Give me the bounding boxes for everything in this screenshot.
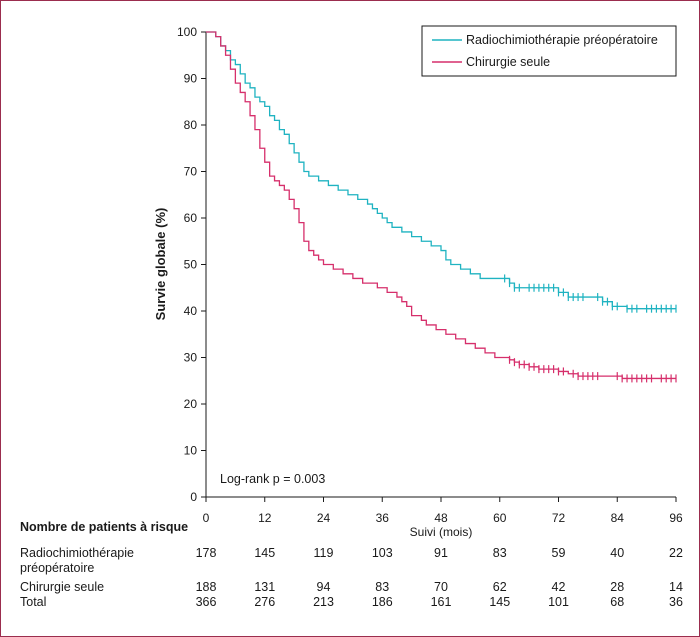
y-tick-label: 70: [184, 165, 198, 179]
risk-row-label-1: Chirurgie seule: [20, 580, 104, 594]
x-tick-label: 60: [493, 511, 507, 525]
risk-value: 62: [493, 580, 507, 594]
risk-value: 83: [375, 580, 389, 594]
risk-value: 103: [372, 546, 393, 560]
x-tick-label: 84: [611, 511, 625, 525]
risk-table: Nombre de patients à risque Radiochimiot…: [20, 520, 683, 609]
y-tick-label: 60: [184, 211, 198, 225]
risk-value: 42: [552, 580, 566, 594]
x-tick-label: 48: [434, 511, 448, 525]
x-axis-title: Suivi (mois): [410, 525, 473, 539]
y-tick-label: 0: [190, 490, 197, 504]
risk-value: 91: [434, 546, 448, 560]
survival-curve-1: [206, 31, 676, 380]
legend-label-1: Chirurgie seule: [466, 55, 550, 69]
x-tick-label: 24: [317, 511, 331, 525]
x-tick-label: 96: [669, 511, 683, 525]
y-tick-label: 100: [177, 25, 197, 39]
survival-curve-0: [206, 31, 676, 310]
risk-value: 70: [434, 580, 448, 594]
axes: 0 10 20 30 40 50 60 70 80 90 100 0 12 24 36 48 60 72 84 96: [177, 25, 683, 525]
risk-value: 36: [669, 595, 683, 609]
risk-value: 14: [669, 580, 683, 594]
risk-value: 83: [493, 546, 507, 560]
legend-label-0: Radiochimiothérapie préopératoire: [466, 33, 658, 47]
risk-value: 40: [610, 546, 624, 560]
x-tick-label: 12: [258, 511, 272, 525]
risk-value: 131: [254, 580, 275, 594]
x-tick-label: 36: [376, 511, 390, 525]
x-tick-label: 0: [203, 511, 210, 525]
risk-value: 213: [313, 595, 334, 609]
risk-value: 28: [610, 580, 624, 594]
legend-box: [421, 25, 677, 77]
risk-value: 161: [431, 595, 452, 609]
risk-value: 101: [548, 595, 569, 609]
logrank-annotation: Log-rank p = 0.003: [220, 472, 325, 486]
y-tick-label: 30: [184, 351, 198, 365]
y-tick-label: 10: [184, 444, 198, 458]
risk-row-label-0b: préopératoire: [20, 561, 94, 575]
curves: [206, 31, 677, 383]
y-tick-label: 40: [184, 304, 198, 318]
risk-value: 276: [254, 595, 275, 609]
y-tick-label: 50: [184, 258, 198, 272]
y-tick-label: 90: [184, 72, 198, 86]
risk-value: 68: [610, 595, 624, 609]
risk-row-label-2: Total: [20, 595, 46, 609]
x-tick-label: 72: [552, 511, 566, 525]
legend: Radiochimiothérapie préopératoire Chirur…: [421, 25, 677, 77]
risk-value: 119: [314, 546, 334, 560]
y-tick-label: 80: [184, 118, 198, 132]
y-axis-title: Survie globale (%): [153, 208, 168, 321]
risk-value: 366: [196, 595, 217, 609]
risk-value: 186: [372, 595, 393, 609]
risk-value: 188: [196, 580, 217, 594]
risk-value: 22: [669, 546, 683, 560]
risk-value: 145: [489, 595, 510, 609]
risk-value: 94: [317, 580, 331, 594]
risk-row-label-0: Radiochimiothérapie: [20, 546, 134, 560]
y-tick-label: 20: [184, 397, 198, 411]
risk-value: 145: [254, 546, 275, 560]
risk-value: 178: [196, 546, 217, 560]
risk-value: 59: [552, 546, 566, 560]
risk-table-title: Nombre de patients à risque: [20, 520, 188, 534]
risk-table-values: 178 145 119 103 91 83 59 40 22 188 131 94 83 70 62 42 28…: [196, 546, 683, 609]
